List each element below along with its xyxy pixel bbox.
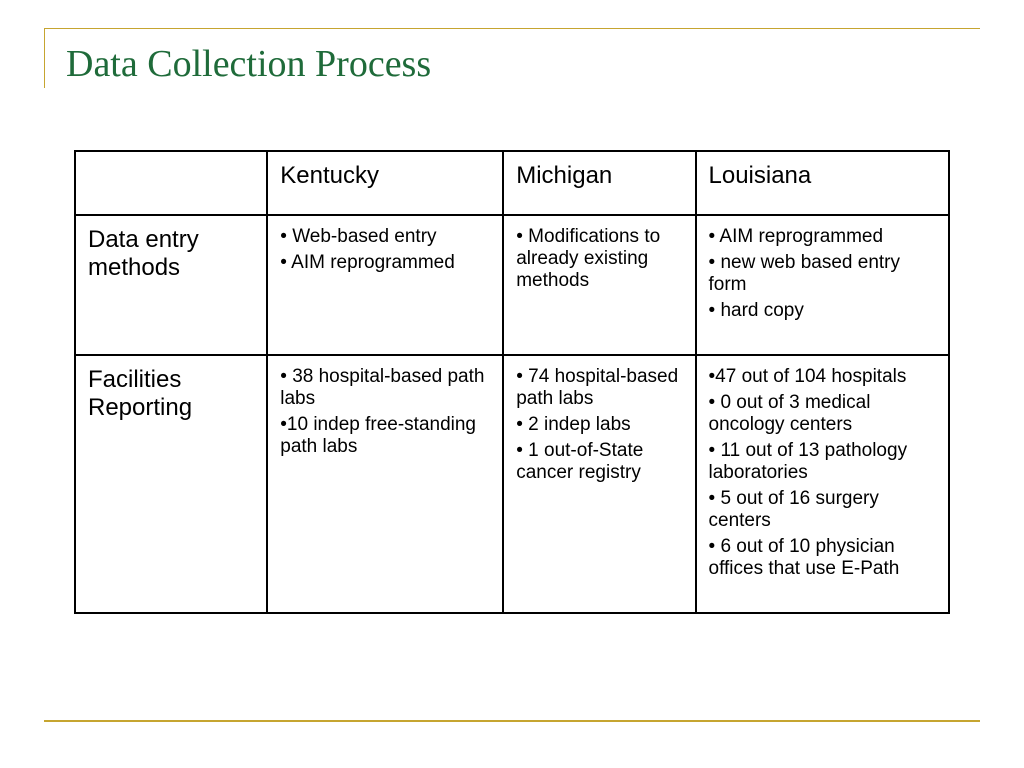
- table-row: Facilities Reporting38 hospital-based pa…: [75, 355, 949, 613]
- bullet-item: 47 out of 104 hospitals: [709, 366, 937, 388]
- row-header: Data entry methods: [75, 215, 267, 355]
- bullet-item: Modifications to already existing method…: [516, 226, 682, 292]
- slide-title: Data Collection Process: [66, 42, 431, 86]
- bullet-item: Web-based entry: [280, 226, 490, 248]
- cell-bullet-list: 74 hospital-based path labs 2 indep labs 1…: [516, 366, 682, 484]
- table-cell: 47 out of 104 hospitals 0 out of 3 medica…: [696, 355, 950, 613]
- cell-bullet-list: Modifications to already existing method…: [516, 226, 682, 292]
- col-header-michigan: Michigan: [503, 151, 695, 215]
- bullet-item: 11 out of 13 pathology laboratories: [709, 440, 937, 484]
- table-row: Data entry methods Web-based entry AIM rep…: [75, 215, 949, 355]
- bullet-item: 0 out of 3 medical oncology centers: [709, 392, 937, 436]
- bullet-item: 5 out of 16 surgery centers: [709, 488, 937, 532]
- table-cell: 74 hospital-based path labs 2 indep labs 1…: [503, 355, 695, 613]
- bullet-item: new web based entry form: [709, 252, 937, 296]
- bottom-rule: [44, 720, 980, 722]
- col-header-louisiana: Louisiana: [696, 151, 950, 215]
- table-cell: AIM reprogrammed new web based entry form…: [696, 215, 950, 355]
- data-collection-table: Kentucky Michigan Louisiana Data entry m…: [74, 150, 950, 614]
- title-top-rule: [58, 28, 980, 29]
- cell-bullet-list: 47 out of 104 hospitals 0 out of 3 medica…: [709, 366, 937, 580]
- bullet-item: 1 out-of-State cancer registry: [516, 440, 682, 484]
- bullet-item: 10 indep free-standing path labs: [280, 414, 490, 458]
- bullet-item: hard copy: [709, 300, 937, 322]
- bullet-item: AIM reprogrammed: [709, 226, 937, 248]
- col-header-kentucky: Kentucky: [267, 151, 503, 215]
- table-cell: Modifications to already existing method…: [503, 215, 695, 355]
- slide: Data Collection Process Kentucky Michiga…: [0, 0, 1024, 768]
- bullet-item: 6 out of 10 physician offices that use E…: [709, 536, 937, 580]
- bullet-item: 2 indep labs: [516, 414, 682, 436]
- bullet-item: AIM reprogrammed: [280, 252, 490, 274]
- title-corner-rule: [44, 28, 58, 88]
- cell-bullet-list: AIM reprogrammed new web based entry form…: [709, 226, 937, 322]
- col-header-blank: [75, 151, 267, 215]
- table-cell: 38 hospital-based path labs10 indep free…: [267, 355, 503, 613]
- table-container: Kentucky Michigan Louisiana Data entry m…: [74, 150, 950, 614]
- cell-bullet-list: 38 hospital-based path labs10 indep free…: [280, 366, 490, 458]
- table-cell: Web-based entry AIM reprogrammed: [267, 215, 503, 355]
- table-body: Data entry methods Web-based entry AIM rep…: [75, 215, 949, 613]
- bullet-item: 74 hospital-based path labs: [516, 366, 682, 410]
- row-header: Facilities Reporting: [75, 355, 267, 613]
- table-header-row: Kentucky Michigan Louisiana: [75, 151, 949, 215]
- cell-bullet-list: Web-based entry AIM reprogrammed: [280, 226, 490, 274]
- bullet-item: 38 hospital-based path labs: [280, 366, 490, 410]
